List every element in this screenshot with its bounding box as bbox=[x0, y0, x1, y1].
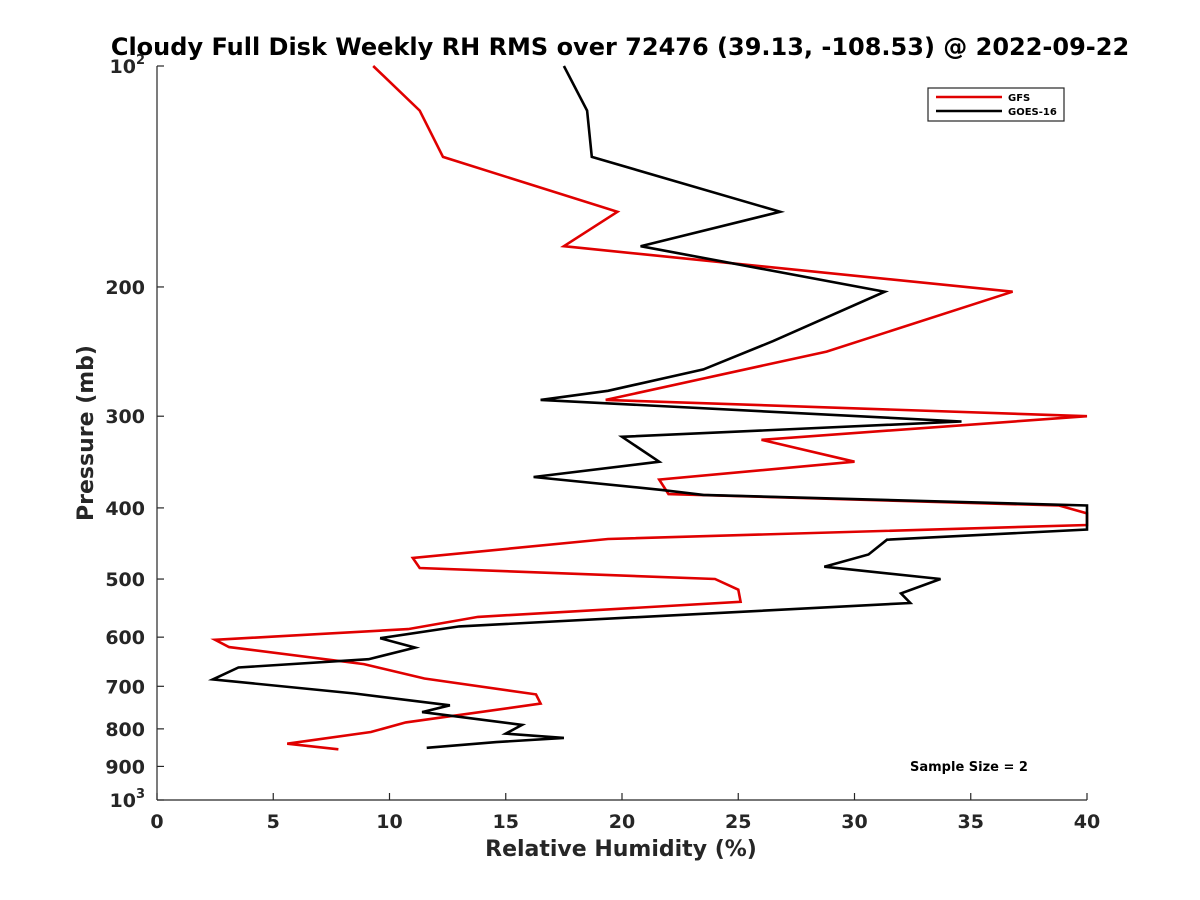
plot-area bbox=[156, 66, 1087, 801]
series-line-gfs bbox=[210, 65, 1089, 751]
y-tick-label: 600 bbox=[105, 627, 145, 649]
y-tick-label: 300 bbox=[105, 406, 145, 428]
y-tick-label: 800 bbox=[105, 719, 145, 741]
legend: GFS GOES-16 bbox=[927, 87, 1065, 122]
y-tick-label: 500 bbox=[105, 569, 145, 591]
chart-title: Cloudy Full Disk Weekly RH RMS over 7247… bbox=[111, 33, 1129, 61]
series-layer bbox=[207, 65, 1089, 751]
y-tick-label: 700 bbox=[105, 676, 145, 698]
y-axis-label: Pressure (mb) bbox=[74, 345, 99, 521]
x-tick-label: 35 bbox=[958, 811, 984, 833]
legend-label-gfs: GFS bbox=[1008, 93, 1030, 104]
x-tick-label: 5 bbox=[267, 811, 280, 833]
x-tick-label: 15 bbox=[493, 811, 519, 833]
legend-label-goes16: GOES-16 bbox=[1008, 107, 1057, 118]
x-tick-label: 30 bbox=[841, 811, 867, 833]
y-tick-label: 900 bbox=[105, 756, 145, 778]
x-tick-label: 0 bbox=[150, 811, 163, 833]
y-tick-label: 103 bbox=[110, 787, 146, 812]
x-tick-label: 25 bbox=[725, 811, 751, 833]
x-axis-ticks: 0 5 10 15 20 25 30 35 40 bbox=[150, 793, 1100, 833]
y-tick-label: 200 bbox=[105, 277, 145, 299]
y-tick-label: 102 bbox=[110, 53, 146, 78]
y-axis-ticks: 102 200 300 400 500 600 700 800 900 103 bbox=[105, 53, 164, 812]
x-tick-label: 10 bbox=[376, 811, 402, 833]
y-tick-label: 400 bbox=[105, 498, 145, 520]
sample-size-annotation: Sample Size = 2 bbox=[910, 760, 1028, 775]
legend-box bbox=[927, 87, 1065, 122]
x-tick-label: 40 bbox=[1074, 811, 1100, 833]
x-tick-label: 20 bbox=[609, 811, 635, 833]
series-line-goes16 bbox=[207, 65, 1089, 750]
x-axis-label: Relative Humidity (%) bbox=[485, 837, 757, 862]
